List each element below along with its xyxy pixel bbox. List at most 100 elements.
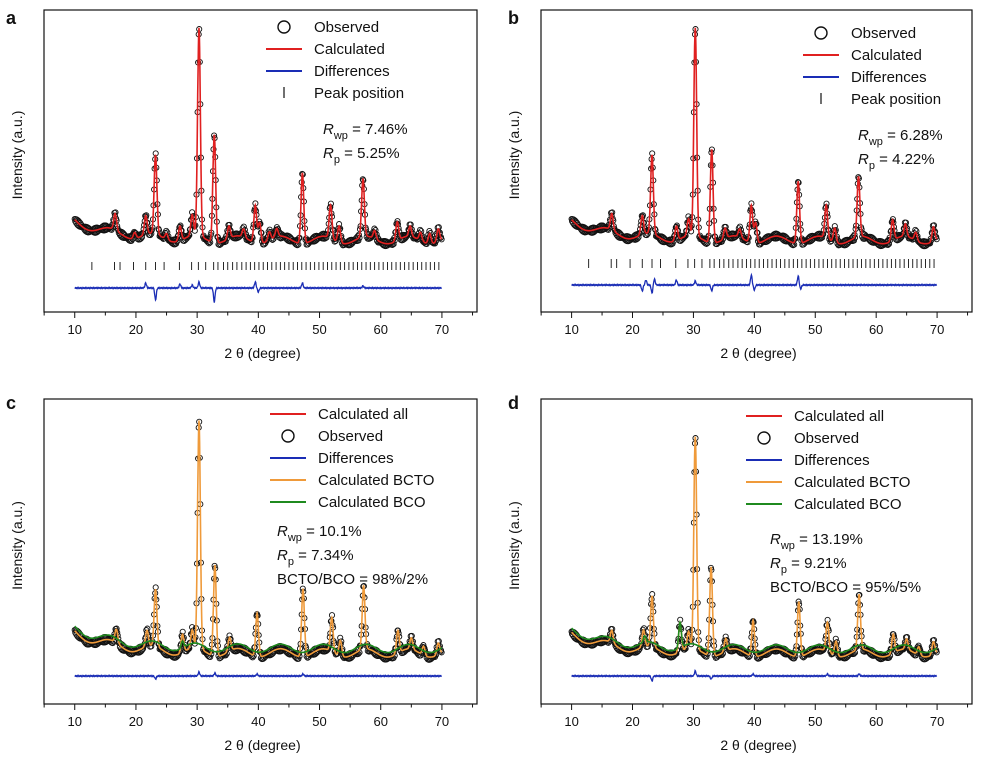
legend-label: Calculated BCTO xyxy=(318,472,434,489)
stat-line: Rp = 5.25% xyxy=(323,145,400,166)
x-tick-label: 10 xyxy=(564,322,578,337)
legend-label: Observed xyxy=(851,25,916,42)
observed-point xyxy=(933,649,940,656)
legend-label: Differences xyxy=(318,450,394,467)
x-tick-label: 70 xyxy=(930,322,944,337)
x-tick-label: 20 xyxy=(129,322,143,337)
x-tick-label: 50 xyxy=(808,714,822,729)
x-tick-label: 40 xyxy=(251,714,265,729)
observed-point xyxy=(933,233,940,240)
legend-label: Peak position xyxy=(851,91,941,108)
observed-point xyxy=(438,236,445,243)
stat-symbol: R xyxy=(858,151,869,168)
panel-d: 10 20 30 40 50 60 70 2 θ (degree) Intensity (a.u… xyxy=(506,393,973,753)
legend-label: Calculated xyxy=(851,47,922,64)
x-tick-label: 70 xyxy=(435,714,449,729)
legend-label: Calculated BCO xyxy=(318,494,426,511)
panel-a: 10 20 30 40 50 60 70 2 θ (degree) Intensity (a.u… xyxy=(6,8,478,361)
stat-value: = 9.21% xyxy=(787,555,847,572)
legend-label: Differences xyxy=(851,69,927,86)
peak-position-series xyxy=(91,262,440,270)
legend-label: Observed xyxy=(318,428,383,445)
x-tick-label: 60 xyxy=(869,714,883,729)
plot-frame xyxy=(43,398,478,705)
stat-subscript: p xyxy=(288,556,294,568)
stat-line: Rp = 9.21% xyxy=(770,555,847,576)
y-axis-title: Intensity (a.u.) xyxy=(9,501,25,590)
stat-line: Rp = 7.34% xyxy=(277,547,354,568)
legend-label: Calculated BCO xyxy=(794,496,902,513)
legend-label: Calculated all xyxy=(794,408,884,425)
stat-line: Rwp = 6.28% xyxy=(858,127,943,148)
panel-letter: d xyxy=(508,393,519,413)
calculated-bcto-line xyxy=(74,420,443,658)
stat-value: = 6.28% xyxy=(883,127,943,144)
fit-statistics: Rwp = 6.28%Rp = 4.22% xyxy=(858,127,943,172)
legend-observed-marker xyxy=(757,431,771,445)
plot-frame xyxy=(540,398,973,705)
stat-value: = 5.25% xyxy=(340,145,400,162)
x-tick-label: 40 xyxy=(747,322,761,337)
calculated-bco-line xyxy=(571,620,938,654)
plot-frame xyxy=(540,9,973,313)
stat-line: BCTO/BCO = 98%/2% xyxy=(277,571,428,588)
observed-point xyxy=(108,223,115,230)
x-tick-label: 50 xyxy=(808,322,822,337)
legend: Observed Calculated Differences Peak positi… xyxy=(266,19,404,102)
observed-point xyxy=(604,223,611,230)
stat-line: Rwp = 7.46% xyxy=(323,121,408,142)
legend: Calculated all Observed Differences Calcula… xyxy=(270,406,434,511)
stat-subscript: p xyxy=(334,154,340,166)
legend-label: Peak position xyxy=(314,85,404,102)
stat-symbol: R xyxy=(277,547,288,564)
x-tick-label: 60 xyxy=(373,714,387,729)
x-tick-label: 30 xyxy=(686,714,700,729)
differences-line xyxy=(74,279,442,303)
legend-label: Calculated xyxy=(314,41,385,58)
x-tick-label: 40 xyxy=(251,322,265,337)
stat-symbol: R xyxy=(770,531,781,548)
stat-symbol: R xyxy=(277,523,288,540)
y-axis-title: Intensity (a.u.) xyxy=(9,111,25,200)
stat-symbol: R xyxy=(323,121,334,138)
calculated-bco-line xyxy=(74,625,443,654)
x-axis-title: 2 θ (degree) xyxy=(224,345,300,361)
stat-line: BCTO/BCO = 95%/5% xyxy=(770,579,921,596)
peak-position-series xyxy=(588,259,935,268)
x-axis-title: 2 θ (degree) xyxy=(224,737,300,753)
stat-symbol: R xyxy=(858,127,869,144)
stat-symbol: R xyxy=(770,555,781,572)
stat-value: = 7.34% xyxy=(294,547,354,564)
legend-label: Differences xyxy=(314,63,390,80)
legend: Observed Calculated Differences Peak positi… xyxy=(803,25,941,108)
x-tick-label: 20 xyxy=(625,322,639,337)
stat-subscript: wp xyxy=(780,540,795,552)
x-tick-label: 40 xyxy=(747,714,761,729)
x-tick-label: 20 xyxy=(625,714,639,729)
stat-subscript: wp xyxy=(333,130,348,142)
x-tick-label: 60 xyxy=(373,322,387,337)
stat-value: = 13.19% xyxy=(795,531,863,548)
panel-letter: c xyxy=(6,393,16,413)
fit-statistics: Rwp = 13.19% Rp = 9.21% BCTO/BCO = 95%/5% xyxy=(770,531,921,596)
legend: Calculated all Observed Differences Calcula… xyxy=(746,408,910,513)
calculated-line xyxy=(74,27,443,245)
legend-label: Calculated BCTO xyxy=(794,474,910,491)
stat-subscript: p xyxy=(869,160,875,172)
plot-frame xyxy=(43,9,478,313)
stat-subscript: p xyxy=(781,564,787,576)
x-tick-label: 10 xyxy=(68,322,82,337)
stat-symbol: R xyxy=(323,145,334,162)
legend-observed-marker xyxy=(814,26,828,40)
stat-line: Rwp = 10.1% xyxy=(277,523,362,544)
fit-statistics: Rwp = 7.46%Rp = 5.25% xyxy=(323,121,408,166)
calculated-bcto-line xyxy=(571,436,938,658)
x-tick-label: 70 xyxy=(435,322,449,337)
x-tick-label: 30 xyxy=(686,322,700,337)
y-axis-title: Intensity (a.u.) xyxy=(506,501,522,590)
x-axis-title: 2 θ (degree) xyxy=(720,345,796,361)
stat-subscript: wp xyxy=(287,532,302,544)
observed-point xyxy=(438,649,445,656)
legend-label: Observed xyxy=(794,430,859,447)
